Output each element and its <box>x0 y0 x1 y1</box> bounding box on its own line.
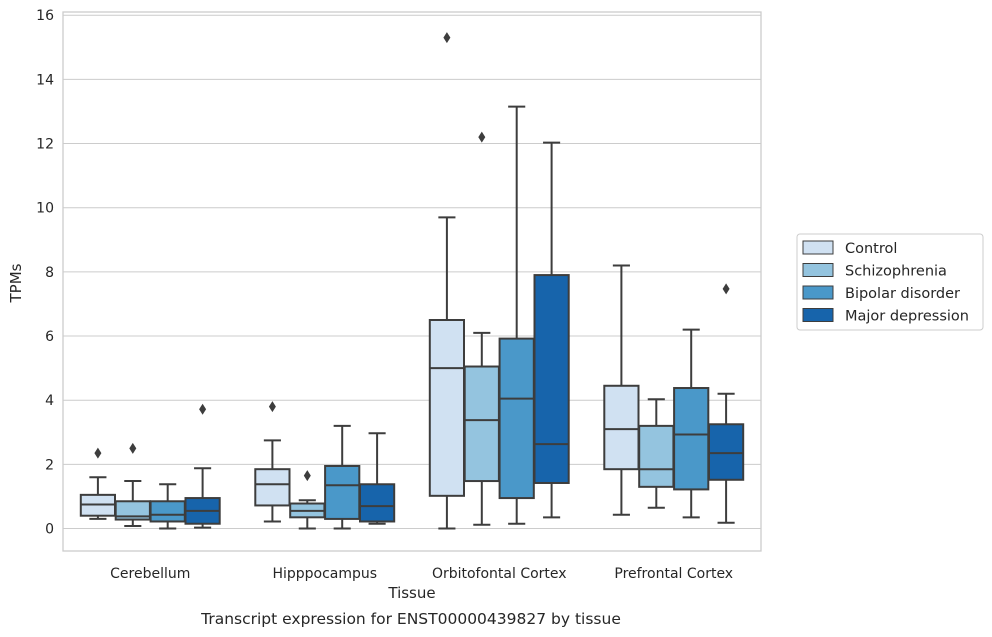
box-groups <box>79 32 745 530</box>
box-iqr <box>533 274 570 484</box>
legend-label: Schizophrenia <box>845 264 947 280</box>
outlier-point <box>478 131 486 143</box>
box-iqr <box>254 468 291 507</box>
legend-label: Bipolar disorder <box>845 286 960 302</box>
box-iqr <box>603 384 640 471</box>
y-tick-label: 10 <box>36 201 54 217</box>
outlier-point <box>303 470 311 482</box>
box-iqr <box>324 464 361 520</box>
box-iqr <box>673 387 710 491</box>
y-axis-label: TPMs <box>7 263 25 303</box>
box-1-0 <box>254 401 291 523</box>
x-tick-label: Orbitofontal Cortex <box>432 566 567 582</box>
box-1-2 <box>324 424 361 530</box>
box-2-0 <box>428 32 466 530</box>
gridlines <box>63 14 761 530</box>
y-axis-ticks: 0 2 4 6 8 10 12 14 16 <box>36 8 54 537</box>
y-tick-label: 14 <box>36 72 54 88</box>
legend-box <box>796 233 984 331</box>
x-tick-label: Hipppocampus <box>272 566 377 582</box>
outlier-point <box>722 283 730 295</box>
box-3-1 <box>638 398 675 509</box>
outlier-point <box>199 403 207 415</box>
outlier-point <box>443 32 451 44</box>
box-0-1 <box>114 442 151 527</box>
legend-label: Major depression <box>845 309 969 325</box>
x-axis-ticks: Cerebellum Hipppocampus Orbitofontal Corte… <box>110 566 733 582</box>
box-iqr <box>638 424 675 488</box>
box-iqr <box>707 423 745 481</box>
legend-swatch <box>802 308 834 322</box>
box-iqr <box>149 500 186 523</box>
y-tick-label: 8 <box>45 265 54 281</box>
y-tick-label: 12 <box>36 137 54 153</box>
box-3-2 <box>673 328 710 519</box>
box-1-1 <box>289 470 326 530</box>
y-tick-label: 2 <box>45 457 54 473</box>
legend-swatch <box>802 263 834 277</box>
box-1-3 <box>358 432 396 525</box>
box-2-3 <box>533 141 570 519</box>
x-tick-label: Prefrontal Cortex <box>614 566 733 582</box>
box-iqr <box>428 319 466 497</box>
y-tick-label: 16 <box>36 8 54 24</box>
chart-caption: Transcript expression for ENST0000043982… <box>200 610 621 628</box>
y-tick-label: 0 <box>45 522 54 538</box>
legend-label: Control <box>845 241 897 257</box>
x-tick-label: Cerebellum <box>110 566 190 582</box>
box-iqr <box>498 337 535 500</box>
x-axis-label: Tissue <box>387 584 435 602</box>
legend: Control Schizophrenia Bipolar disorder Majo… <box>796 233 984 331</box>
outlier-point <box>268 401 276 413</box>
box-3-3 <box>707 283 745 524</box>
box-3-0 <box>603 264 640 516</box>
legend-swatch <box>802 285 834 300</box>
outlier-point <box>129 442 137 454</box>
y-tick-label: 6 <box>45 329 54 345</box>
y-tick-label: 4 <box>45 393 54 409</box>
legend-swatch <box>802 240 834 255</box>
box-iqr <box>463 365 500 483</box>
box-0-3 <box>184 403 221 529</box>
outlier-point <box>94 447 102 459</box>
box-iqr <box>358 483 396 523</box>
box-0-0 <box>79 447 117 520</box>
plot-frame <box>62 11 762 552</box>
